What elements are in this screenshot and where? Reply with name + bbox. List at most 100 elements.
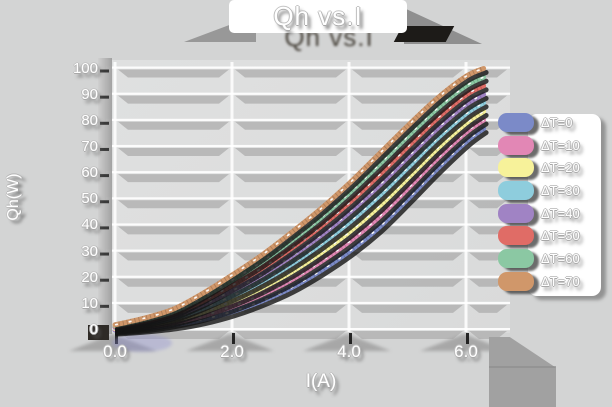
h-gridline-shadow (352, 331, 463, 339)
legend-label: ΔT=0 (541, 115, 573, 130)
y-tick-mark (100, 226, 109, 230)
h-gridline-shadow (118, 278, 229, 287)
x-tick-mark (349, 333, 352, 344)
y-tick-label-40: 40 (81, 216, 98, 234)
h-gridline-shadow (469, 226, 507, 235)
legend-item-2[interactable]: ΔT=20 (498, 158, 608, 178)
legend-item-0[interactable]: ΔT=0 (498, 113, 608, 132)
legend: ΔT=0 ΔT=10 ΔT=20 ΔT=30 ΔT=40 ΔT=50 ΔT=60 ΔT=70 (498, 113, 608, 299)
h-gridline-shadow (352, 69, 463, 78)
h-gridline-shadow (469, 147, 507, 156)
h-gridline-shadow (118, 147, 229, 156)
legend-swatch (498, 181, 534, 201)
legend-swatch (498, 249, 534, 269)
x-tick-shadow (420, 334, 508, 351)
y-tick-mark (100, 304, 109, 308)
h-gridline-shadow (235, 121, 346, 130)
y-axis-title: Qh(W) (5, 173, 22, 221)
curve-markers (114, 102, 485, 329)
legend-item-7[interactable]: ΔT=70 (498, 271, 608, 291)
plot-corner-shadow-line (489, 366, 556, 368)
y-tick-label-60: 60 (81, 164, 98, 182)
legend-label: ΔT=30 (541, 183, 580, 199)
x-tick-mark (466, 333, 469, 344)
legend-label: ΔT=60 (541, 251, 580, 267)
y-tick-label-10: 10 (81, 294, 98, 312)
v-gridline (113, 62, 117, 332)
y-tick-mark (100, 278, 109, 282)
h-gridline-shadow (469, 304, 507, 313)
legend-label: ΔT=40 (541, 205, 580, 221)
h-gridline-shadow (118, 69, 229, 78)
y-tick-mark (100, 174, 109, 178)
curve-ΔT=70 (112, 66, 487, 328)
legend-panel (528, 114, 601, 296)
chart-title: Qh vs.I (273, 1, 363, 31)
y-tick-label-70: 70 (81, 137, 98, 155)
h-gridline-shadow (235, 147, 346, 156)
x-tick-shadow (186, 334, 274, 351)
h-gridline (106, 301, 510, 305)
y-tick-mark (100, 147, 109, 151)
y-tick-label-0: 0 (89, 321, 98, 338)
x-tick-mark (232, 333, 235, 344)
legend-swatch (498, 226, 534, 246)
h-gridline (106, 118, 510, 121)
legend-item-6[interactable]: ΔT=60 (498, 249, 608, 269)
h-gridline-shadow (352, 252, 463, 261)
y-tick-label-50: 50 (81, 190, 98, 208)
h-gridline-shadow (118, 121, 229, 130)
h-gridline (106, 197, 510, 200)
h-gridline (106, 144, 510, 148)
h-gridline-shadow (235, 174, 346, 183)
x-tick-label-6.0: 6.0 (454, 342, 478, 361)
legend-label: ΔT=70 (541, 273, 580, 289)
h-gridline-shadow (352, 278, 463, 287)
y-tick-label-80: 80 (81, 111, 98, 129)
curve-shadow (115, 70, 489, 332)
h-gridline-shadow (469, 174, 507, 183)
y-tick-mark (100, 200, 109, 204)
y-tick-mark (100, 95, 109, 99)
axis-origin-shadow (88, 325, 109, 340)
legend-item-1[interactable]: ΔT=10 (498, 135, 608, 155)
h-gridline-shadow (118, 174, 229, 183)
x-tick-shadow (303, 334, 391, 351)
h-gridline-shadow (235, 331, 346, 339)
h-gridline (106, 328, 510, 331)
legend-label: ΔT=20 (541, 160, 580, 176)
h-gridline-shadow (352, 304, 463, 313)
legend-item-3[interactable]: ΔT=30 (498, 181, 608, 201)
y-axis-spine (98, 58, 112, 334)
h-gridline (106, 92, 510, 95)
h-gridline-shadow (469, 252, 507, 261)
y-tick-label-30: 30 (81, 242, 98, 260)
y-tick-label-90: 90 (81, 85, 98, 103)
legend-label: ΔT=50 (541, 228, 580, 244)
y-tick-label-100: 100 (72, 59, 98, 77)
curve-group-dt-7 (112, 66, 489, 332)
y-tick-mark (100, 252, 109, 256)
h-gridline-shadow (235, 69, 346, 78)
title-background-patch: Qh vs.I (229, 0, 407, 33)
v-gridline (230, 62, 234, 332)
legend-swatch (498, 113, 534, 132)
x-tick-label-0.0: 0.0 (103, 342, 127, 361)
legend-item-4[interactable]: ΔT=40 (498, 203, 608, 223)
legend-item-5[interactable]: ΔT=50 (498, 226, 608, 246)
v-gridline (464, 62, 468, 332)
h-gridline-shadow (118, 200, 229, 209)
h-gridline-shadow (118, 226, 229, 235)
h-gridline (106, 66, 510, 69)
legend-swatch (498, 135, 534, 155)
legend-label: ΔT=10 (541, 137, 580, 153)
legend-swatch (498, 158, 534, 178)
h-gridline-shadow (118, 95, 229, 104)
x-tick-label-4.0: 4.0 (337, 342, 361, 361)
legend-swatch (498, 271, 534, 291)
curve-origin-glow (112, 334, 172, 352)
y-tick-mark (100, 121, 109, 125)
h-gridline (106, 171, 510, 174)
